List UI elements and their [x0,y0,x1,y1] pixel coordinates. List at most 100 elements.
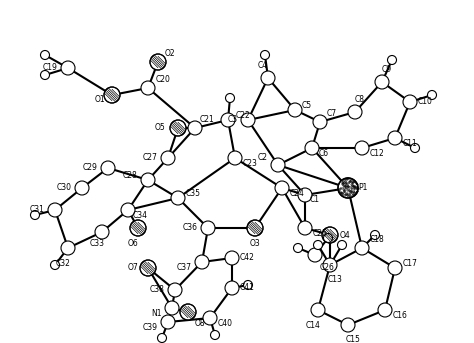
Text: C34: C34 [133,211,147,220]
Text: C15: C15 [346,335,360,343]
Text: C13: C13 [328,275,342,284]
Text: O3: O3 [250,238,260,248]
Text: C17: C17 [402,259,418,268]
Text: O8: O8 [195,319,205,329]
Circle shape [168,283,182,297]
Text: C18: C18 [370,236,384,245]
Circle shape [157,333,166,343]
Circle shape [104,87,120,103]
Text: C12: C12 [370,149,384,157]
Text: C9: C9 [382,66,392,74]
Circle shape [210,331,219,340]
Text: O5: O5 [155,123,165,132]
Text: O1: O1 [95,95,105,105]
Text: C38: C38 [150,285,164,295]
Circle shape [355,141,369,155]
Circle shape [293,244,302,252]
Text: C4: C4 [258,61,268,71]
Circle shape [95,225,109,239]
Text: C37: C37 [176,262,191,272]
Text: C23: C23 [243,158,257,167]
Text: P1: P1 [358,184,368,192]
Circle shape [188,121,202,135]
Circle shape [308,248,322,262]
Circle shape [195,255,209,269]
Text: C31: C31 [29,205,45,214]
Text: C27: C27 [143,154,157,163]
Circle shape [388,131,402,145]
Circle shape [30,211,39,220]
Circle shape [428,91,437,99]
Circle shape [40,71,49,80]
Circle shape [288,103,302,117]
Circle shape [161,151,175,165]
Text: C25: C25 [312,228,328,237]
Circle shape [338,178,358,198]
Circle shape [371,230,380,239]
Circle shape [244,281,253,289]
Text: C11: C11 [402,139,418,147]
Text: C41: C41 [239,284,255,293]
Circle shape [323,234,332,243]
Circle shape [348,105,362,119]
Circle shape [150,54,166,70]
Text: C14: C14 [306,320,320,330]
Circle shape [323,258,337,272]
Circle shape [130,220,146,236]
Circle shape [378,303,392,317]
Circle shape [261,50,270,59]
Text: C1: C1 [310,196,320,204]
Circle shape [271,158,285,172]
Text: C8: C8 [355,95,365,105]
Text: C36: C36 [182,224,198,233]
Circle shape [261,71,275,85]
Circle shape [225,251,239,265]
Text: C7: C7 [327,109,337,118]
Text: N1: N1 [152,308,162,318]
Circle shape [241,113,255,127]
Circle shape [48,203,62,217]
Circle shape [61,61,75,75]
Text: C20: C20 [155,75,171,84]
Circle shape [228,151,242,165]
Circle shape [375,75,389,89]
Text: O4: O4 [340,230,350,239]
Circle shape [201,221,215,235]
Text: C24: C24 [290,189,304,198]
Circle shape [313,240,322,249]
Text: C5: C5 [302,100,312,109]
Text: C32: C32 [55,259,71,268]
Circle shape [305,141,319,155]
Text: C21: C21 [200,116,214,125]
Circle shape [337,240,346,249]
Circle shape [51,260,60,270]
Circle shape [311,303,325,317]
Text: C16: C16 [392,310,408,319]
Circle shape [298,221,312,235]
Circle shape [40,50,49,59]
Text: O6: O6 [128,238,138,248]
Text: C26: C26 [319,262,335,272]
Circle shape [388,261,402,275]
Text: C42: C42 [239,253,255,262]
Circle shape [313,115,327,129]
Text: C10: C10 [418,97,432,106]
Circle shape [355,241,369,255]
Circle shape [171,191,185,205]
Circle shape [275,181,289,195]
Text: O7: O7 [128,263,138,272]
Circle shape [203,311,217,325]
Circle shape [101,161,115,175]
Circle shape [141,81,155,95]
Text: C35: C35 [185,189,201,198]
Circle shape [247,220,263,236]
Circle shape [341,318,355,332]
Circle shape [75,181,89,195]
Circle shape [221,113,235,127]
Circle shape [161,315,175,329]
Text: C39: C39 [143,322,157,331]
Circle shape [180,304,196,320]
Text: C28: C28 [123,170,137,179]
Text: C3: C3 [228,116,238,125]
Circle shape [298,188,312,202]
